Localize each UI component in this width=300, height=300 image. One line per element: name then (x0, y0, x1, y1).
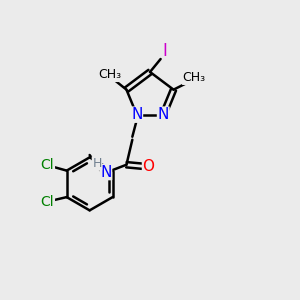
Text: Cl: Cl (41, 194, 54, 208)
Text: CH₃: CH₃ (183, 71, 206, 84)
Text: Cl: Cl (41, 158, 54, 172)
Text: N: N (158, 107, 169, 122)
Text: H: H (92, 157, 102, 170)
Text: CH₃: CH₃ (99, 68, 122, 81)
Text: I: I (163, 42, 168, 60)
Text: N: N (100, 165, 112, 180)
Text: O: O (142, 159, 154, 174)
Text: N: N (131, 107, 142, 122)
